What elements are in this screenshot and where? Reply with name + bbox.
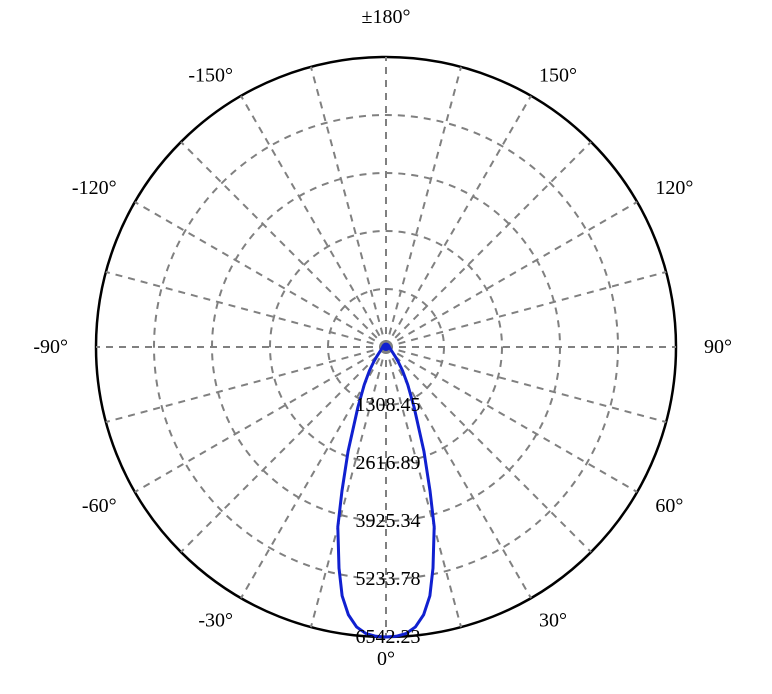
angle-label: -120° — [72, 177, 117, 199]
grid-spoke — [181, 142, 386, 347]
grid-spoke — [386, 272, 666, 347]
angle-label: -150° — [188, 65, 233, 87]
grid-spoke — [135, 202, 386, 347]
grid-spoke — [135, 347, 386, 492]
zero-angle-label: 0° — [377, 648, 395, 670]
radial-axis-labels: 1308.45 2616.89 3925.34 5233.78 6542.23 — [356, 394, 421, 648]
angle-label: 60° — [655, 495, 683, 517]
angle-label: 30° — [539, 609, 567, 631]
polar-svg: ±180° -150° 150° -120° 120° -90° 90° -60° 60° -30… — [0, 0, 772, 694]
radial-axis-label: 3925.34 — [356, 510, 421, 532]
angle-label: -30° — [198, 609, 233, 631]
polar-chart: ±180° -150° 150° -120° 120° -90° 90° -60° 60° -30… — [0, 0, 772, 694]
grid-spoke — [386, 96, 531, 347]
grid-spoke — [106, 347, 386, 422]
angle-label: -90° — [33, 336, 68, 358]
radial-axis-label: 5233.78 — [356, 568, 421, 590]
grid-spoke — [241, 96, 386, 347]
angle-label: -60° — [82, 495, 117, 517]
radial-axis-label: 2616.89 — [356, 452, 421, 474]
angle-label: 120° — [655, 177, 693, 199]
angle-label: ±180° — [362, 6, 411, 28]
grid-spoke — [311, 67, 386, 347]
radial-axis-label: 6542.23 — [356, 626, 421, 648]
series-origin-dot — [382, 343, 390, 351]
grid-spoke — [386, 67, 461, 347]
grid-spoke — [106, 272, 386, 347]
angle-label: 90° — [704, 336, 732, 358]
grid-spoke — [386, 347, 666, 422]
radial-axis-label: 1308.45 — [356, 394, 421, 416]
grid-spoke — [386, 347, 637, 492]
grid-spoke — [386, 142, 591, 347]
grid-spoke — [386, 202, 637, 347]
angle-label: 150° — [539, 65, 577, 87]
